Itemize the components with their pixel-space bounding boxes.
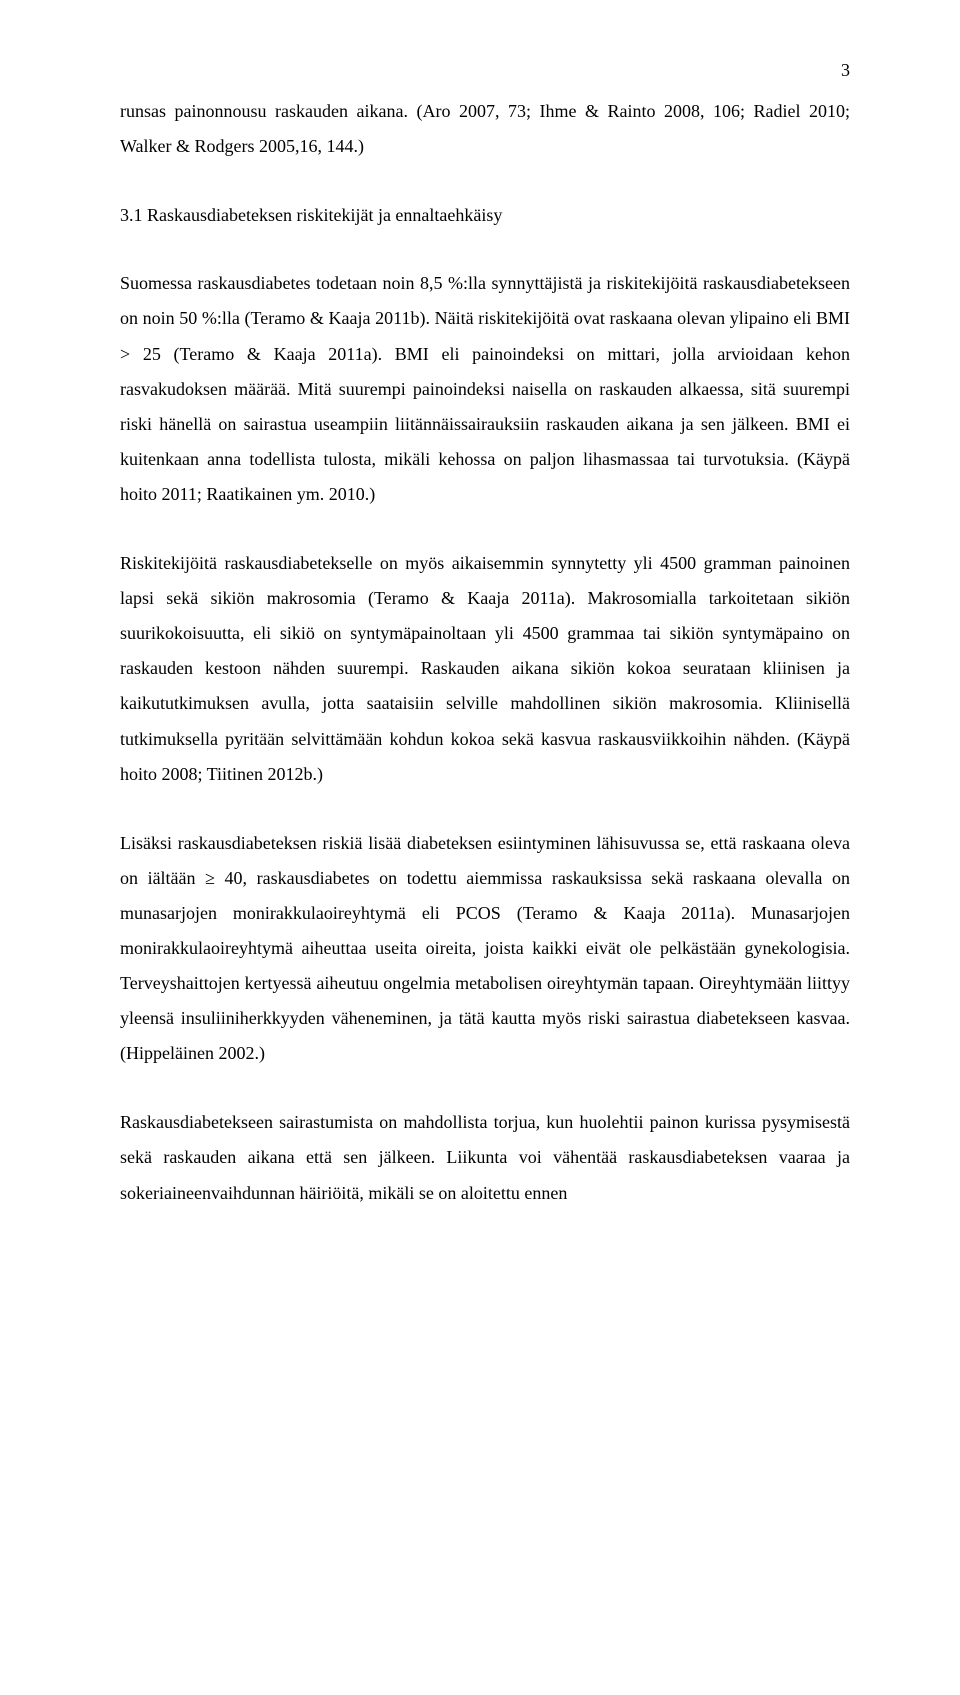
paragraph-2: Suomessa raskausdiabetes todetaan noin 8… [120,266,850,512]
section-heading: 3.1 Raskausdiabeteksen riskitekijät ja e… [120,198,850,232]
document-page: 3 runsas painonnousu raskauden aikana. (… [0,0,960,1695]
paragraph-5: Raskausdiabetekseen sairastumista on mah… [120,1105,850,1210]
paragraph-4: Lisäksi raskausdiabeteksen riskiä lisää … [120,826,850,1072]
paragraph-3: Riskitekijöitä raskausdiabetekselle on m… [120,546,850,792]
page-number: 3 [841,60,850,81]
paragraph-intro: runsas painonnousu raskauden aikana. (Ar… [120,94,850,164]
